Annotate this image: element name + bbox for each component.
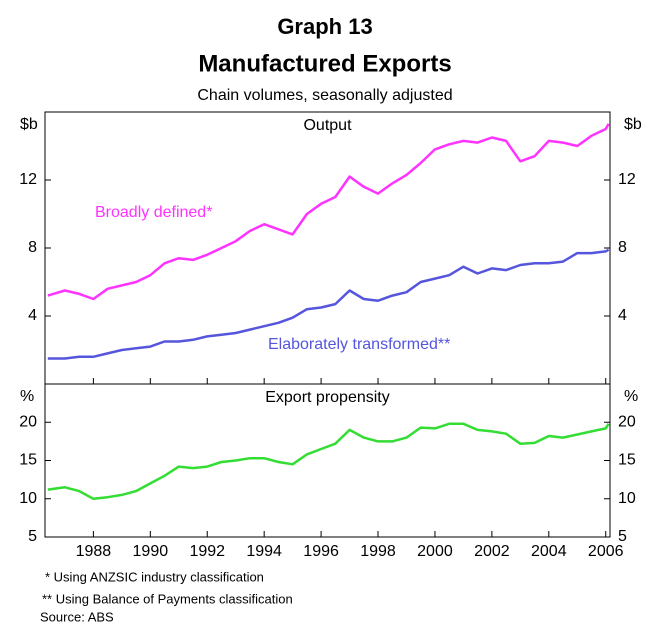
y-tick-label: 15 (618, 452, 636, 469)
y-axis-label: % (20, 388, 34, 405)
footnote: * Using ANZSIC industry classification (45, 569, 264, 584)
x-tick-label: 2002 (474, 543, 510, 560)
y-tick-label: 12 (618, 171, 636, 188)
panel-title: Output (303, 117, 352, 134)
line-series (47, 422, 610, 501)
y-tick-label: 4 (28, 307, 37, 324)
x-tick-label: 2000 (417, 543, 453, 560)
chart-title: Graph 13 (277, 14, 372, 39)
footnote: Source: ABS (40, 609, 114, 624)
y-axis-label: % (624, 388, 638, 405)
x-tick-label: 2004 (531, 543, 567, 560)
plot-frame (44, 383, 611, 538)
y-tick-label: 20 (618, 413, 636, 430)
y-axis-label: $b (20, 116, 38, 133)
y-tick-label: 5 (28, 528, 37, 545)
x-tick-label: 1996 (303, 543, 339, 560)
series-label: Elaborately transformed** (268, 336, 450, 353)
x-tick-label: 1990 (133, 543, 169, 560)
x-tick-label: 1994 (246, 543, 282, 560)
line-series (47, 123, 610, 301)
y-tick-label: 15 (19, 452, 37, 469)
y-tick-label: 20 (19, 413, 37, 430)
x-tick-label: 1988 (76, 543, 112, 560)
y-tick-label: 10 (618, 490, 636, 507)
chart-subtitle: Chain volumes, seasonally adjusted (197, 87, 452, 104)
y-tick-label: 8 (28, 239, 37, 256)
y-tick-label: 4 (618, 307, 627, 324)
footnote: ** Using Balance of Payments classificat… (42, 591, 293, 606)
x-tick-label: 1998 (360, 543, 396, 560)
chart-heading: Manufactured Exports (198, 50, 451, 77)
series-label: Broadly defined* (95, 204, 212, 221)
y-tick-label: 12 (19, 171, 37, 188)
y-tick-label: 10 (19, 490, 37, 507)
line-series (47, 248, 610, 360)
x-tick-label: 1992 (189, 543, 225, 560)
panel-title: Export propensity (265, 389, 390, 406)
x-tick-label: 2006 (588, 543, 624, 560)
y-tick-label: 8 (618, 239, 627, 256)
y-axis-label: $b (624, 116, 642, 133)
y-tick-label: 5 (618, 528, 627, 545)
